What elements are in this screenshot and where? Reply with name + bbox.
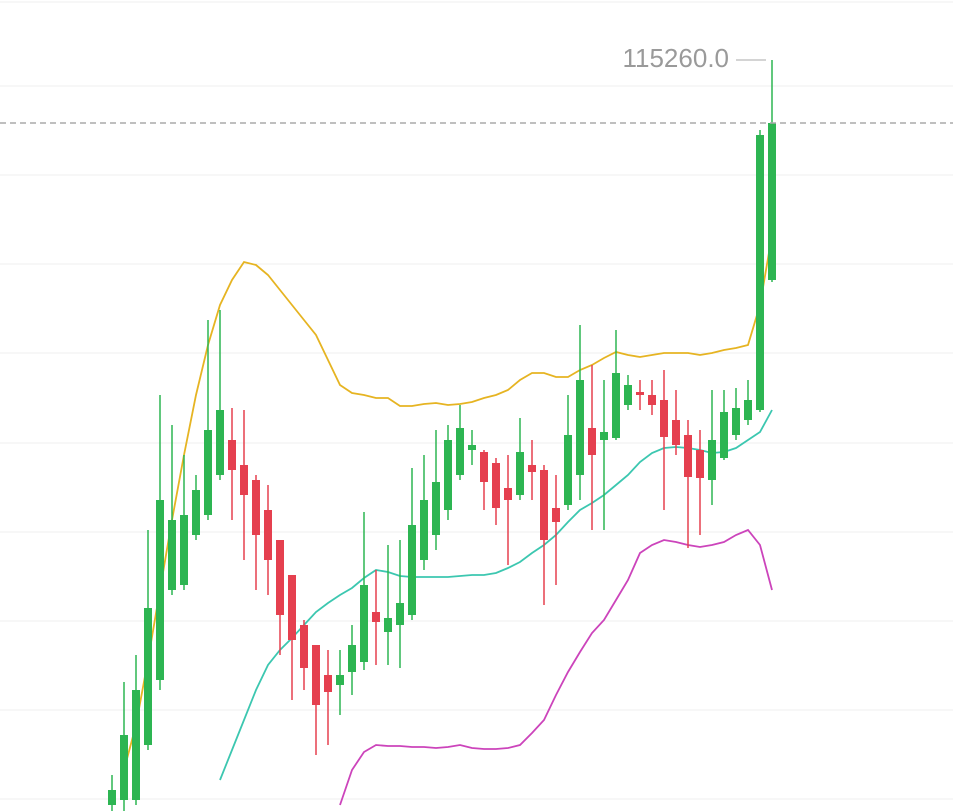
candle-body — [420, 500, 428, 560]
candle-body — [564, 435, 572, 505]
candle-body — [108, 790, 116, 805]
candle-body — [480, 452, 488, 482]
indicator-line — [219, 409, 773, 781]
candle-body — [360, 585, 368, 662]
candle-body — [300, 625, 308, 668]
candle-body — [516, 452, 524, 495]
candle-body — [444, 440, 452, 510]
candle-body — [552, 508, 560, 522]
candle-body — [432, 482, 440, 535]
candle-body — [324, 675, 332, 692]
candle-body — [660, 400, 668, 437]
candle-body — [756, 135, 764, 410]
candle-body — [252, 480, 260, 535]
candle-body — [684, 435, 692, 477]
candle-body — [768, 123, 776, 280]
candle-body — [624, 385, 632, 405]
candle-body — [312, 645, 320, 705]
candle-body — [384, 618, 392, 632]
candle-body — [408, 525, 416, 615]
candle-body — [180, 515, 188, 585]
candle-body — [240, 465, 248, 495]
candle-body — [588, 428, 596, 455]
candle-body — [720, 412, 728, 458]
max-label: 115260.0 — [622, 43, 729, 73]
candle-body — [276, 540, 284, 615]
candle-body — [336, 675, 344, 685]
candle-body — [348, 645, 356, 672]
candle-body — [732, 408, 740, 435]
indicator-line — [339, 528, 773, 806]
candle-body — [468, 445, 476, 450]
candle-body — [540, 470, 548, 540]
candle-body — [600, 432, 608, 440]
candle-body — [396, 603, 404, 625]
candle-body — [744, 400, 752, 420]
candle-body — [228, 440, 236, 470]
candle-body — [132, 690, 140, 800]
candle-body — [528, 465, 536, 472]
candle-body — [264, 510, 272, 560]
candle-body — [708, 440, 716, 480]
candle-body — [456, 428, 464, 475]
candle-body — [216, 410, 224, 475]
candle-body — [372, 612, 380, 622]
candle-body — [576, 380, 584, 475]
indicator-line — [123, 234, 773, 771]
candle-body — [696, 450, 704, 478]
candle-body — [648, 395, 656, 405]
candle-body — [288, 575, 296, 640]
candle-body — [156, 500, 164, 680]
candle-body — [168, 520, 176, 590]
candle-body — [492, 463, 500, 508]
candle-body — [192, 490, 200, 535]
candle-body — [672, 420, 680, 445]
candle-body — [120, 735, 128, 800]
candle-body — [612, 373, 620, 438]
candle-body — [636, 392, 644, 395]
candle-body — [504, 488, 512, 500]
candle-body — [204, 430, 212, 515]
candle-body — [144, 608, 152, 745]
